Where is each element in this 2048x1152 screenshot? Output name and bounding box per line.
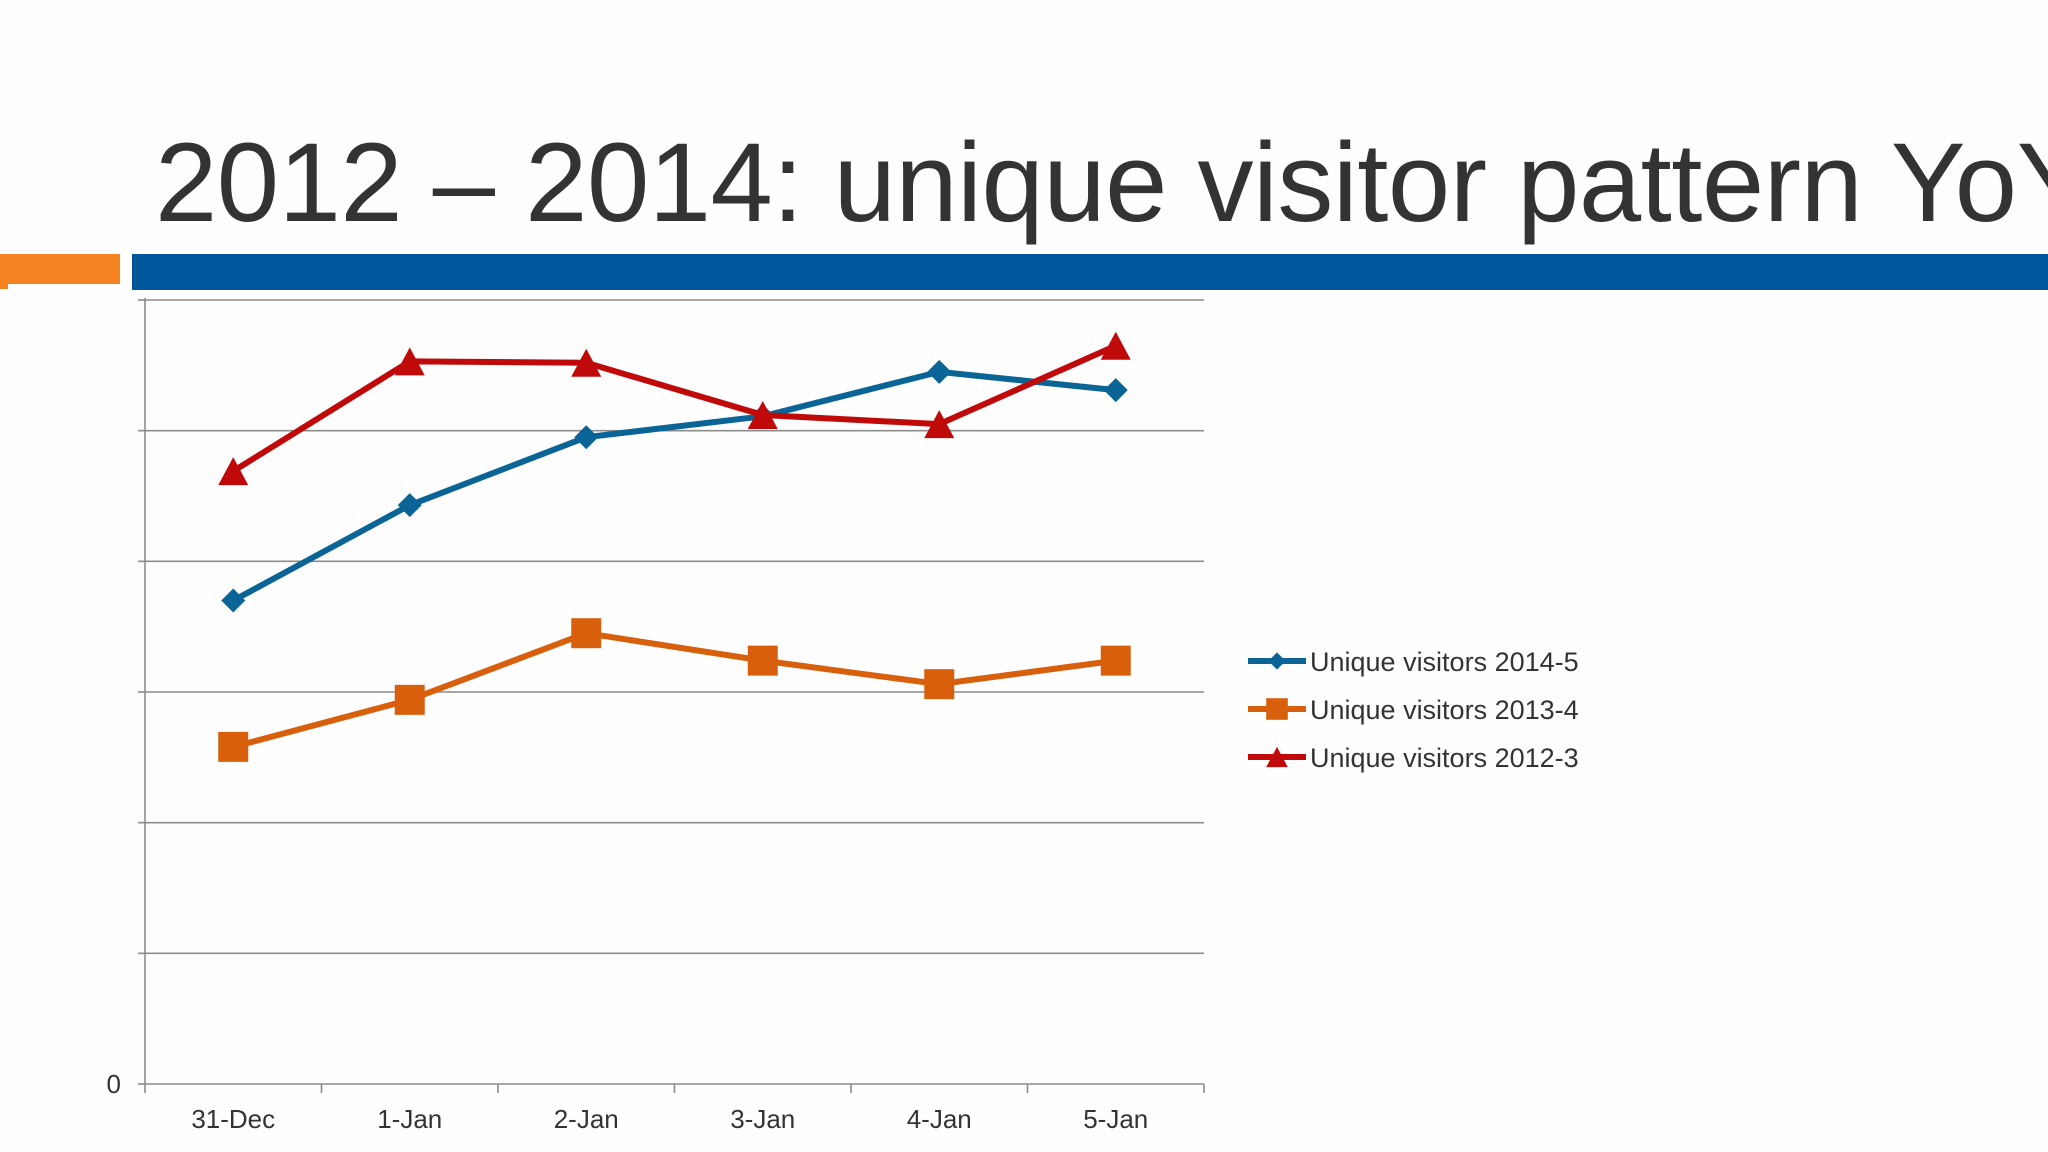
y-tick-label: 0 xyxy=(107,1069,121,1099)
orange-accent-bar xyxy=(0,254,120,284)
diamond-marker xyxy=(1103,378,1128,403)
legend-label: Unique visitors 2013-4 xyxy=(1310,695,1579,725)
square-marker xyxy=(924,669,955,700)
square-marker xyxy=(747,645,778,676)
x-tick-label: 31-Dec xyxy=(191,1104,275,1134)
square-marker xyxy=(571,618,602,649)
x-tick-label: 3-Jan xyxy=(730,1104,795,1134)
triangle-marker xyxy=(218,457,249,486)
legend-entry: Unique visitors 2013-4 xyxy=(1248,695,1579,725)
series-line xyxy=(232,630,1117,750)
x-tick-label: 5-Jan xyxy=(1083,1104,1148,1134)
square-marker xyxy=(1100,645,1131,676)
blue-accent-bar xyxy=(132,254,2048,290)
triangle-marker xyxy=(571,348,602,377)
triangle-marker xyxy=(747,400,778,429)
legend-entry: Unique visitors 2014-5 xyxy=(1248,647,1579,677)
legend-entry: Unique visitors 2012-3 xyxy=(1248,743,1579,773)
series-unique-visitors-2013-4 xyxy=(218,618,1131,762)
diamond-marker xyxy=(221,588,246,613)
square-marker xyxy=(394,684,425,715)
legend: Unique visitors 2014-5 Unique visitors 20… xyxy=(1248,647,1579,773)
diamond-marker xyxy=(1268,652,1286,670)
diamond-marker xyxy=(397,493,422,518)
x-tick-label: 1-Jan xyxy=(377,1104,442,1134)
series-lines xyxy=(218,331,1131,762)
orange-accent-tick xyxy=(0,284,8,289)
x-tick-label: 4-Jan xyxy=(907,1104,972,1134)
gridlines xyxy=(145,299,1204,955)
legend-label: Unique visitors 2014-5 xyxy=(1310,647,1579,677)
legend-label: Unique visitors 2012-3 xyxy=(1310,743,1579,773)
diamond-marker xyxy=(927,359,952,384)
diamond-marker xyxy=(574,425,599,450)
series-line xyxy=(231,368,1117,604)
triangle-marker xyxy=(1266,746,1288,768)
square-marker xyxy=(218,731,249,762)
square-marker xyxy=(1266,698,1288,720)
series-line xyxy=(231,342,1117,474)
x-tick-label: 2-Jan xyxy=(554,1104,619,1134)
series-unique-visitors-2012-3 xyxy=(218,331,1131,486)
triangle-marker xyxy=(924,410,955,439)
axes: 31-Dec 1-Jan 2-Jan 3-Jan 4-Jan 5-Jan 0 xyxy=(107,298,1205,1134)
slide-title: 2012 – 2014: unique visitor pattern YoY xyxy=(155,120,2048,245)
triangle-marker xyxy=(1100,331,1131,360)
triangle-marker xyxy=(394,347,425,376)
